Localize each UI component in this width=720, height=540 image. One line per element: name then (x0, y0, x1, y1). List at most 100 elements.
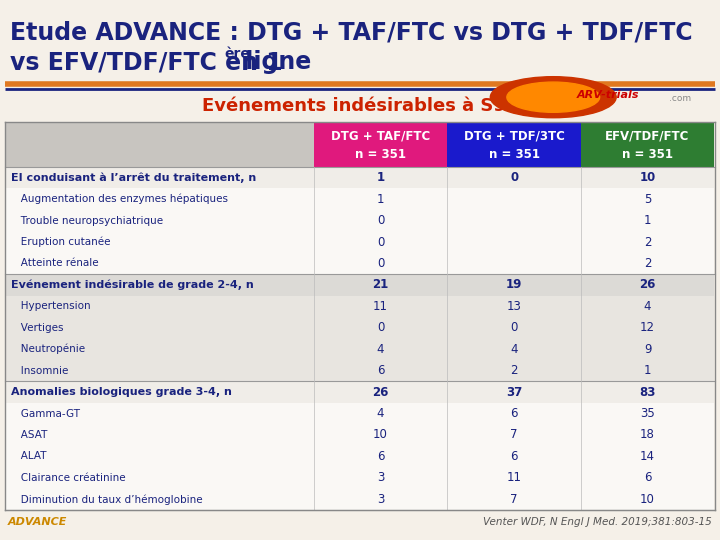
FancyBboxPatch shape (581, 424, 714, 445)
FancyBboxPatch shape (581, 360, 714, 381)
Text: 37: 37 (506, 386, 522, 399)
FancyBboxPatch shape (581, 446, 714, 467)
FancyBboxPatch shape (5, 339, 314, 360)
Text: Gamma-GT: Gamma-GT (11, 409, 80, 419)
FancyBboxPatch shape (314, 122, 447, 167)
Text: 4: 4 (644, 300, 652, 313)
Text: 0: 0 (377, 257, 384, 270)
Text: 26: 26 (372, 386, 389, 399)
FancyBboxPatch shape (581, 403, 714, 424)
Text: 83: 83 (639, 386, 656, 399)
Text: 0: 0 (377, 214, 384, 227)
Text: 6: 6 (377, 364, 384, 377)
FancyBboxPatch shape (447, 489, 581, 510)
Text: 2: 2 (644, 257, 652, 270)
Text: 1: 1 (644, 214, 652, 227)
FancyBboxPatch shape (5, 188, 314, 210)
Text: 18: 18 (640, 428, 655, 442)
FancyBboxPatch shape (314, 339, 447, 360)
FancyBboxPatch shape (5, 122, 314, 167)
Text: Clairance créatinine: Clairance créatinine (11, 473, 125, 483)
FancyBboxPatch shape (447, 210, 581, 231)
Text: 1: 1 (377, 193, 384, 206)
FancyBboxPatch shape (581, 188, 714, 210)
Text: 7: 7 (510, 428, 518, 442)
Text: 12: 12 (640, 321, 655, 334)
FancyBboxPatch shape (5, 295, 314, 317)
FancyBboxPatch shape (5, 167, 314, 188)
Text: 10: 10 (373, 428, 388, 442)
FancyBboxPatch shape (447, 403, 581, 424)
FancyBboxPatch shape (447, 381, 581, 403)
Text: DTG + TDF/3TC: DTG + TDF/3TC (464, 130, 564, 143)
Text: Evénements indésirables à S96: Evénements indésirables à S96 (202, 97, 518, 115)
Text: 6: 6 (377, 450, 384, 463)
Circle shape (507, 82, 600, 112)
FancyBboxPatch shape (581, 231, 714, 253)
Text: 4: 4 (377, 343, 384, 356)
Text: 0: 0 (510, 321, 518, 334)
Text: 6: 6 (644, 471, 652, 484)
Text: 0: 0 (377, 321, 384, 334)
FancyBboxPatch shape (5, 489, 314, 510)
FancyBboxPatch shape (447, 253, 581, 274)
Text: n = 351: n = 351 (622, 148, 673, 161)
FancyBboxPatch shape (314, 167, 447, 188)
FancyBboxPatch shape (447, 122, 581, 167)
FancyBboxPatch shape (5, 381, 314, 403)
FancyBboxPatch shape (447, 339, 581, 360)
FancyBboxPatch shape (314, 381, 447, 403)
Text: ARV-trials: ARV-trials (577, 90, 639, 99)
Text: ALAT: ALAT (11, 451, 47, 461)
FancyBboxPatch shape (314, 188, 447, 210)
Text: 4: 4 (510, 343, 518, 356)
Text: Hypertension: Hypertension (11, 301, 91, 312)
Text: n = 351: n = 351 (489, 148, 539, 161)
Text: 10: 10 (639, 171, 656, 184)
Text: vs EFV/TDF/FTC en 1: vs EFV/TDF/FTC en 1 (10, 50, 283, 74)
Text: 0: 0 (510, 171, 518, 184)
Text: 4: 4 (377, 407, 384, 420)
FancyBboxPatch shape (314, 446, 447, 467)
Text: Neutropénie: Neutropénie (11, 344, 85, 354)
Text: Augmentation des enzymes hépatiques: Augmentation des enzymes hépatiques (11, 194, 228, 205)
Text: Trouble neuropsychiatrique: Trouble neuropsychiatrique (11, 215, 163, 226)
Text: Atteinte rénale: Atteinte rénale (11, 259, 99, 268)
Text: 21: 21 (372, 279, 389, 292)
Text: Anomalies biologiques grade 3-4, n: Anomalies biologiques grade 3-4, n (11, 387, 232, 397)
Text: 2: 2 (644, 235, 652, 248)
Text: 26: 26 (639, 279, 656, 292)
Text: 13: 13 (507, 300, 521, 313)
FancyBboxPatch shape (5, 467, 314, 489)
Text: 7: 7 (510, 493, 518, 506)
FancyBboxPatch shape (5, 446, 314, 467)
Text: EI conduisant à l’arrêt du traitement, n: EI conduisant à l’arrêt du traitement, n (11, 172, 256, 183)
Text: Insomnie: Insomnie (11, 366, 68, 376)
FancyBboxPatch shape (5, 253, 314, 274)
FancyBboxPatch shape (314, 424, 447, 445)
Text: ère: ère (224, 47, 250, 61)
FancyBboxPatch shape (447, 467, 581, 489)
FancyBboxPatch shape (447, 295, 581, 317)
Text: ADVANCE: ADVANCE (8, 517, 68, 527)
FancyBboxPatch shape (314, 403, 447, 424)
Text: 5: 5 (644, 193, 651, 206)
FancyBboxPatch shape (447, 231, 581, 253)
FancyBboxPatch shape (314, 360, 447, 381)
FancyBboxPatch shape (314, 317, 447, 339)
Text: 6: 6 (510, 407, 518, 420)
FancyBboxPatch shape (314, 489, 447, 510)
FancyBboxPatch shape (581, 295, 714, 317)
FancyBboxPatch shape (314, 231, 447, 253)
FancyBboxPatch shape (447, 446, 581, 467)
Text: 14: 14 (640, 450, 655, 463)
Text: Eruption cutanée: Eruption cutanée (11, 237, 110, 247)
FancyBboxPatch shape (5, 274, 314, 295)
FancyBboxPatch shape (447, 360, 581, 381)
FancyBboxPatch shape (581, 489, 714, 510)
FancyBboxPatch shape (5, 231, 314, 253)
Text: 10: 10 (640, 493, 655, 506)
FancyBboxPatch shape (447, 188, 581, 210)
Text: 19: 19 (506, 279, 522, 292)
Text: 1: 1 (644, 364, 652, 377)
